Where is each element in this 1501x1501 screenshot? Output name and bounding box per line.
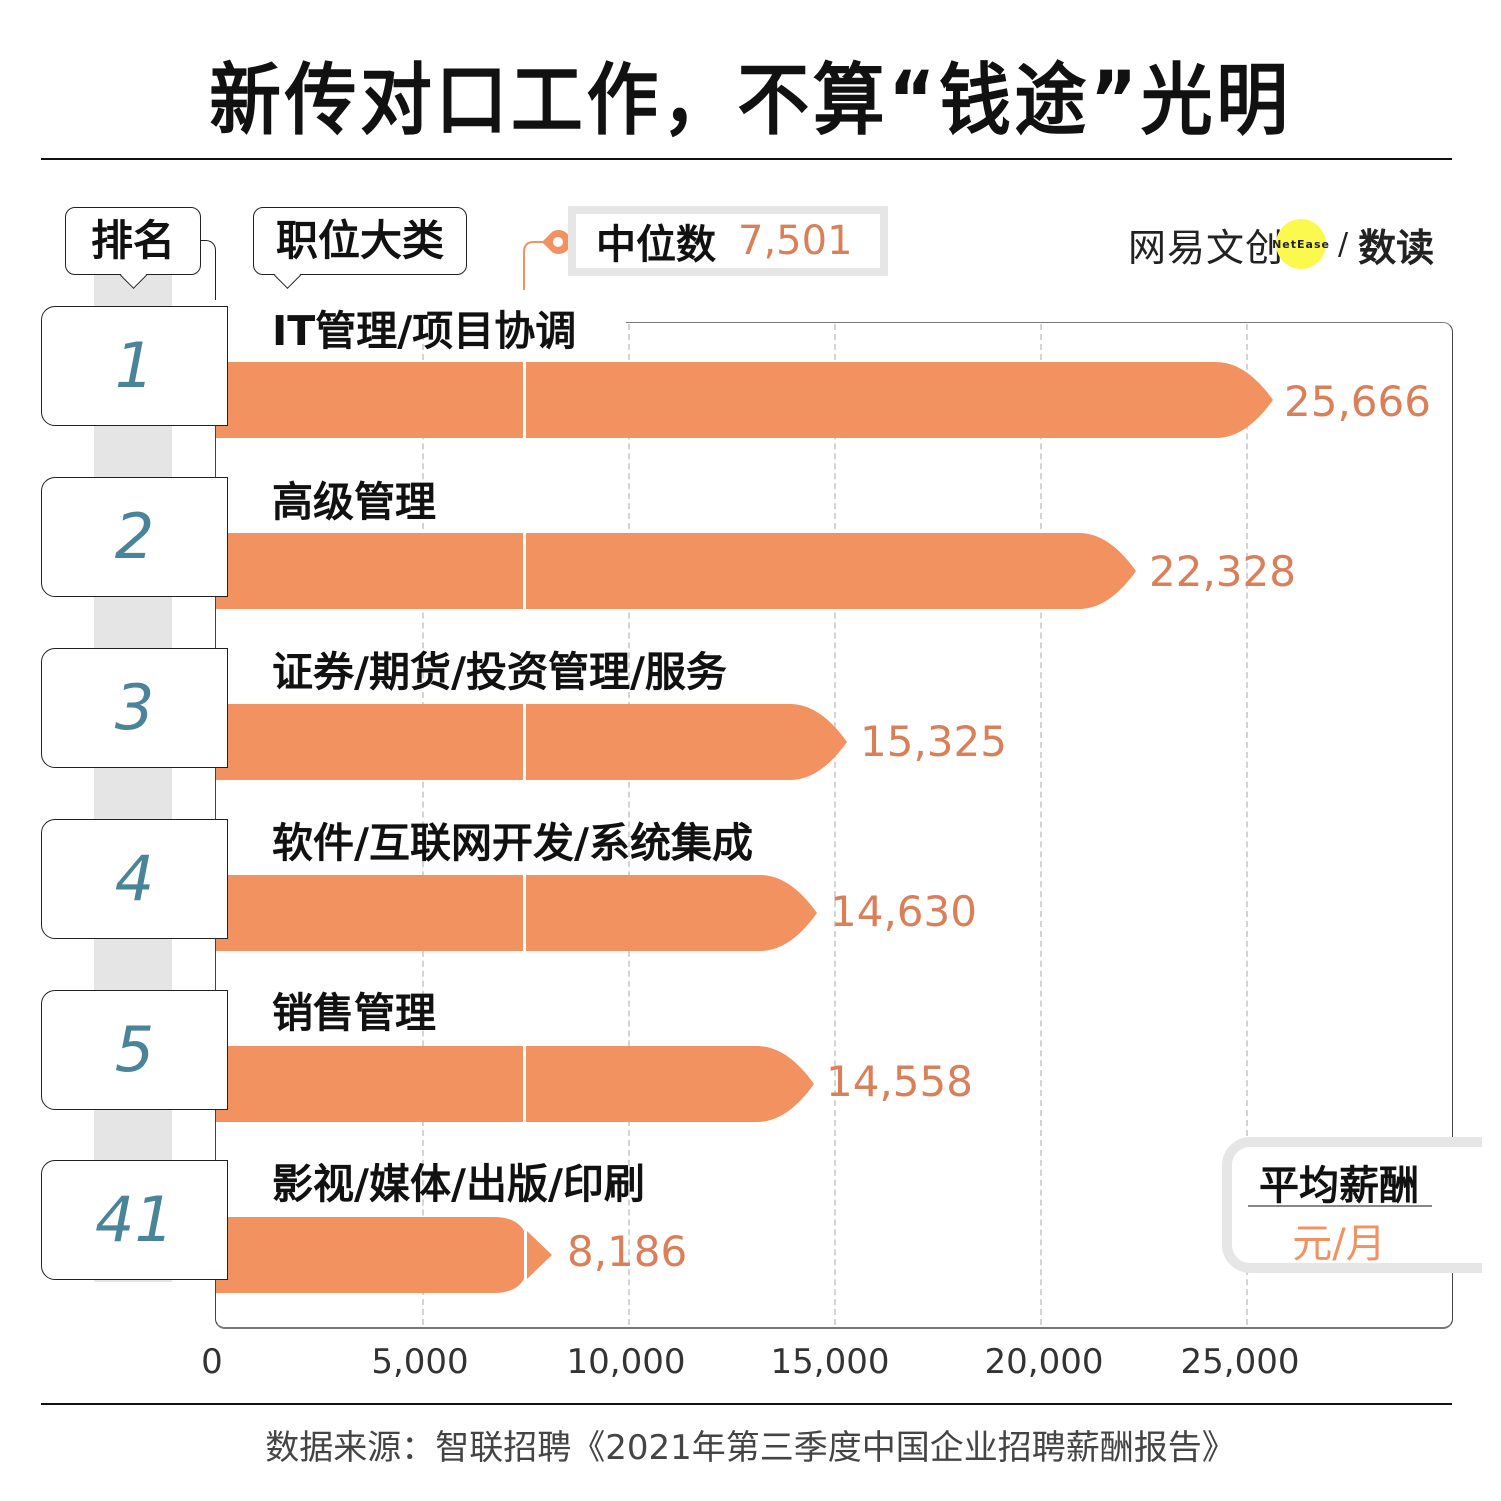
bar-value: 25,666: [1284, 377, 1431, 426]
footer-divider: [41, 1403, 1452, 1405]
category-label: 证券/期货/投资管理/服务: [272, 648, 727, 696]
rank-badge: 41: [41, 1160, 228, 1280]
x-tick: 10,000: [566, 1342, 686, 1382]
rank-number: 41: [95, 1183, 174, 1256]
category-label: 软件/互联网开发/系统集成: [272, 819, 753, 867]
rank-badge: 2: [41, 477, 228, 597]
rank-badge: 1: [41, 306, 228, 426]
rank-number: 3: [114, 671, 155, 744]
brand-badge: NetEase: [1272, 237, 1330, 251]
rank-bracket: [201, 240, 216, 307]
median-pin-icon: [523, 230, 571, 290]
rank-number: 4: [114, 842, 155, 915]
x-tick: 15,000: [770, 1342, 890, 1382]
bar: [216, 362, 1273, 438]
category-label: 销售管理: [272, 989, 436, 1037]
brand-logo: 网易文创 NetEase / 数读: [1128, 214, 1434, 274]
bar: [216, 875, 817, 951]
bar: [216, 704, 847, 780]
brand-name: 网易文创: [1128, 225, 1285, 270]
x-tick: 5,000: [371, 1342, 469, 1382]
legend-box: 平均薪酬 元/月: [1222, 1137, 1482, 1273]
category-header-label: 职位大类: [275, 216, 444, 265]
bar-value: 14,558: [826, 1057, 973, 1106]
brand-slash: /: [1338, 226, 1349, 262]
category-label: IT管理/项目协调: [272, 307, 577, 355]
x-tick: 0: [201, 1342, 223, 1382]
legend-divider: [1248, 1205, 1432, 1207]
category-label: 高级管理: [272, 478, 436, 526]
gridline-5000: [422, 324, 424, 1325]
rank-header-label: 排名: [90, 216, 175, 265]
gridline-25000: [1246, 324, 1248, 1325]
category-label: 影视/媒体/出版/印刷: [272, 1160, 645, 1208]
rank-number: 5: [114, 1013, 155, 1086]
brand-sub: 数读: [1358, 225, 1435, 270]
bar-value: 22,328: [1149, 547, 1296, 596]
gridline-10000: [628, 324, 630, 1325]
rank-badge: 4: [41, 819, 228, 939]
gridline-20000: [1040, 324, 1042, 1325]
bar: [216, 1046, 814, 1122]
bar: [216, 533, 1136, 609]
rank-number: 2: [114, 500, 155, 573]
legend-unit: 元/月: [1292, 1221, 1386, 1267]
brand-dot-icon: NetEase: [1272, 219, 1329, 269]
title-divider: [41, 158, 1452, 160]
median-label: 中位数: [596, 222, 716, 268]
chart-title: 新传对口工作，不算“钱途”光明: [209, 56, 1292, 146]
bar: [216, 1217, 552, 1293]
rank-badge: 3: [41, 648, 228, 768]
frame-mask: [214, 300, 626, 330]
callout-pointer: [274, 262, 301, 289]
median-value: 7,501: [738, 218, 853, 264]
rank-header: 排名: [65, 207, 201, 289]
median-box: 中位数 7,501: [568, 206, 888, 276]
gridline-15000: [834, 324, 836, 1325]
rank-track: [94, 262, 172, 1282]
category-header: 职位大类: [253, 207, 467, 289]
x-tick: 20,000: [984, 1342, 1104, 1382]
bar-value: 15,325: [860, 717, 1007, 766]
source-note: 数据来源：智联招聘《2021年第三季度中国企业招聘薪酬报告》: [265, 1428, 1236, 1468]
rank-badge: 5: [41, 990, 228, 1110]
rank-number: 1: [114, 329, 155, 402]
bar-value: 8,186: [567, 1227, 688, 1276]
bar-value: 14,630: [830, 887, 977, 936]
x-tick: 25,000: [1180, 1342, 1300, 1382]
legend-title: 平均薪酬: [1259, 1163, 1419, 1209]
